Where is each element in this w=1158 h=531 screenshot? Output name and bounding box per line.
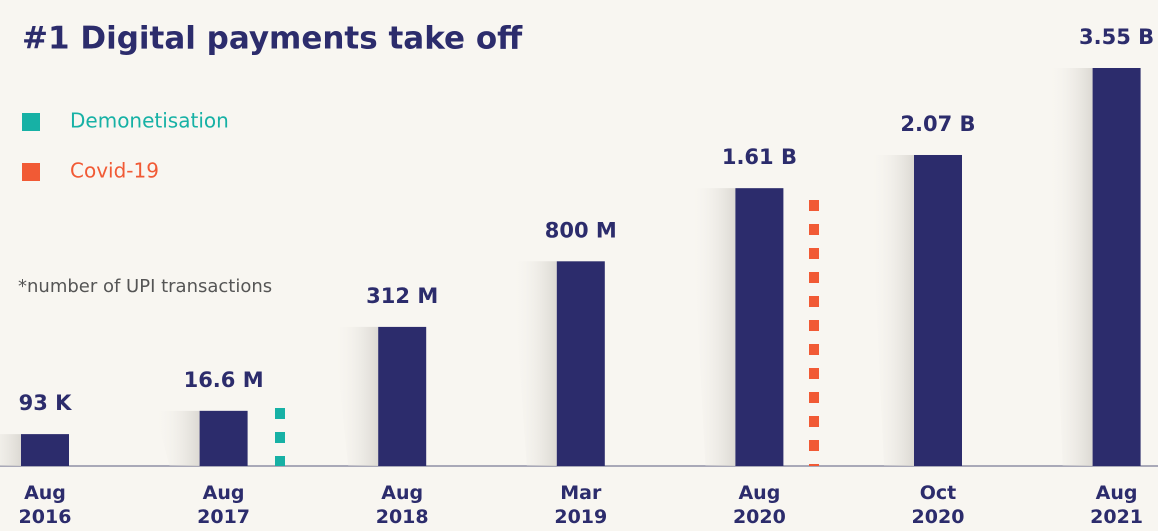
x-tick-label: Aug 2017 <box>197 482 251 528</box>
bar-shadow <box>333 326 379 466</box>
bar <box>556 261 605 466</box>
data-label: 16.6 M <box>184 368 264 392</box>
x-tick-label: Aug 2018 <box>375 482 429 528</box>
bar-shadow <box>869 154 914 466</box>
data-label: 93 K <box>19 391 73 415</box>
bar-shadow <box>690 188 736 466</box>
data-label: 3.55 B <box>1079 25 1154 49</box>
x-tick-label: Aug 2020 <box>732 482 786 528</box>
data-label: 2.07 B <box>900 112 975 136</box>
data-label: 312 M <box>366 284 438 308</box>
bar-shadow <box>154 410 200 466</box>
note: *number of UPI transactions <box>18 276 272 297</box>
bar-shadow <box>511 261 557 466</box>
x-tick-label: Aug 2016 <box>18 482 72 528</box>
bar-shadow <box>0 434 21 466</box>
bar <box>1092 68 1141 466</box>
bar-shadow <box>1047 68 1093 466</box>
x-tick-label: Aug 2021 <box>1090 482 1144 528</box>
bar <box>378 326 427 466</box>
chart-title: #1 Digital payments take off <box>22 21 523 57</box>
data-label: 800 M <box>545 218 617 242</box>
data-label: 1.61 B <box>722 145 797 169</box>
legend-label: Covid-19 <box>70 159 159 183</box>
legend-swatch <box>22 113 40 131</box>
bar <box>735 188 784 466</box>
legend-label: Demonetisation <box>70 109 229 133</box>
legend-swatch <box>22 163 40 181</box>
x-tick-label: Mar 2019 <box>554 482 608 528</box>
bar <box>199 410 248 466</box>
x-tick-label: Oct 2020 <box>911 482 965 528</box>
bar <box>21 434 69 466</box>
bar <box>914 154 962 466</box>
